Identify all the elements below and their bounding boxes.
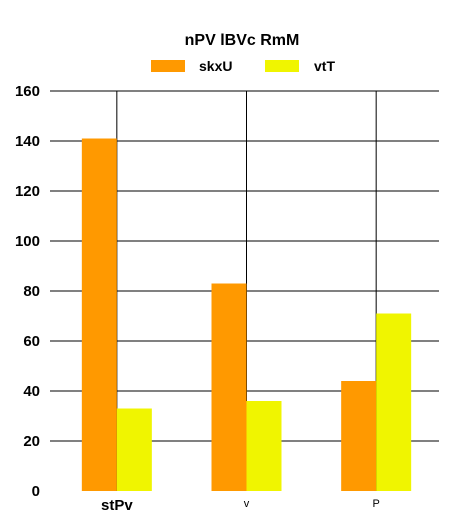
y-tick-label: 80 bbox=[23, 283, 40, 300]
x-tick-label: v bbox=[244, 498, 250, 510]
bar-2-3 bbox=[376, 313, 412, 491]
y-tick-label: 60 bbox=[23, 333, 40, 350]
legend-label-series-2: vtT bbox=[314, 58, 335, 74]
x-tick-label: stPv bbox=[101, 497, 133, 514]
bar-2-1 bbox=[116, 408, 152, 491]
y-tick-label: 40 bbox=[23, 383, 40, 400]
legend-swatch-series-2 bbox=[265, 60, 299, 72]
y-tick-label: 140 bbox=[15, 133, 40, 150]
legend-swatch-series-1 bbox=[151, 60, 185, 72]
y-tick-label: 0 bbox=[32, 483, 40, 500]
bar-2-2 bbox=[246, 401, 282, 491]
legend: skxU vtT bbox=[151, 58, 335, 74]
chart-title: nPV lBVc RmM bbox=[185, 32, 300, 49]
legend-label-series-1: skxU bbox=[199, 58, 232, 74]
bar-1-3 bbox=[341, 381, 377, 491]
y-axis-ticks: 0 20 40 60 80 100 120 140 160 bbox=[15, 83, 40, 500]
y-tick-label: 100 bbox=[15, 233, 40, 250]
y-tick-label: 120 bbox=[15, 183, 40, 200]
y-tick-label: 20 bbox=[23, 433, 40, 450]
bars bbox=[81, 138, 412, 491]
x-tick-label: P bbox=[372, 498, 379, 510]
y-tick-label: 160 bbox=[15, 83, 40, 100]
x-axis-ticks: stPv v P bbox=[101, 497, 380, 514]
bar-1-1 bbox=[81, 138, 117, 491]
bar-1-2 bbox=[211, 283, 247, 491]
